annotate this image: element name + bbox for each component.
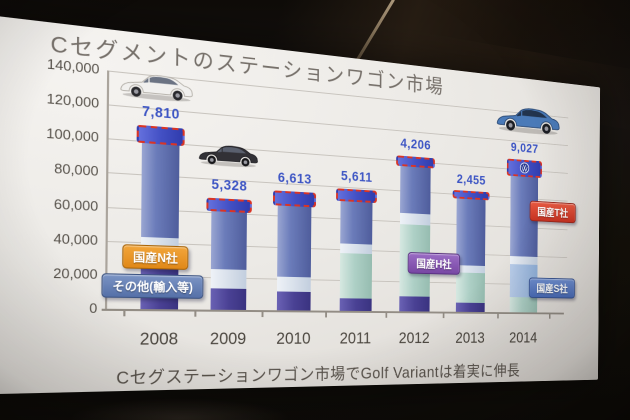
badge-n: 国産N社 bbox=[122, 244, 189, 270]
x-axis-tick bbox=[497, 313, 499, 319]
bar-segment-teal bbox=[509, 297, 538, 313]
y-axis-tick-label: 80,000 bbox=[54, 160, 99, 180]
x-axis-year-label: 2011 bbox=[339, 330, 372, 348]
vw-logo-icon bbox=[520, 162, 530, 174]
bar-value-label: 6,613 bbox=[277, 170, 312, 188]
bar-value-label: 9,027 bbox=[510, 140, 539, 156]
bar-segment-indigo bbox=[399, 296, 430, 312]
bar-segment-indigo bbox=[276, 291, 311, 311]
bar-value-label: 4,206 bbox=[400, 136, 432, 153]
ceiling-truss-line bbox=[352, 0, 395, 68]
x-axis-tick bbox=[325, 312, 327, 318]
y-axis-tick-label: 40,000 bbox=[53, 230, 98, 248]
x-axis-tick bbox=[442, 313, 444, 319]
badge-t: 国産T社 bbox=[529, 200, 576, 224]
bar-segment-band bbox=[277, 276, 311, 292]
x-axis-tick bbox=[194, 311, 196, 317]
golf-variant-highlight-segment bbox=[506, 158, 542, 178]
x-axis-year-label: 2014 bbox=[509, 330, 538, 347]
bar-value-label: 5,611 bbox=[340, 168, 373, 185]
x-axis-tick bbox=[385, 313, 387, 318]
bar-segment-band bbox=[456, 264, 486, 273]
y-axis-tick-label: 20,000 bbox=[53, 264, 98, 282]
bar-value-label: 5,328 bbox=[211, 176, 248, 195]
x-axis-tick bbox=[549, 314, 551, 319]
golf-variant-highlight-segment bbox=[206, 197, 252, 213]
bar-segment-blue bbox=[277, 205, 312, 278]
golf-variant-highlight-segment bbox=[136, 125, 185, 146]
x-axis-tick bbox=[123, 311, 125, 317]
chart-area: 140,000 120,000 100,000 80,000 60,000 40,000 2… bbox=[0, 10, 600, 395]
slide: Cセグメントのステーションワゴン市場 140,000 120,000 100,000… bbox=[0, 10, 601, 396]
bar-segment-blue bbox=[340, 200, 373, 245]
car-2014 bbox=[495, 102, 560, 137]
bar-segment-indigo bbox=[455, 302, 485, 312]
floor-glow bbox=[70, 398, 290, 420]
x-axis-year-label: 2013 bbox=[455, 330, 485, 347]
bar-segment-blue bbox=[210, 210, 247, 270]
y-axis-tick-label: 0 bbox=[89, 300, 98, 317]
x-axis-year-label: 2012 bbox=[398, 330, 430, 347]
bar-segment-band bbox=[510, 255, 538, 266]
golf-variant-highlight-segment bbox=[272, 190, 317, 208]
x-axis-year-label: 2010 bbox=[276, 330, 311, 348]
y-axis-tick-label: 120,000 bbox=[46, 90, 100, 112]
bar-value-label: 2,455 bbox=[456, 172, 486, 188]
y-axis-tick-label: 60,000 bbox=[53, 195, 99, 214]
bar-segment-indigo bbox=[210, 288, 247, 310]
car-2009 bbox=[198, 141, 259, 169]
bar-segment-blue bbox=[456, 198, 486, 266]
car-2008 bbox=[119, 68, 195, 103]
y-axis-tick-label: 100,000 bbox=[46, 125, 99, 146]
bar-segment-band bbox=[210, 268, 247, 290]
bar-segment-blue bbox=[141, 142, 180, 239]
bar-segment-band bbox=[340, 243, 373, 254]
bar-segment-blue bbox=[400, 165, 431, 215]
bar-segment-teal bbox=[455, 272, 485, 304]
bar-segment-teal bbox=[339, 252, 373, 299]
badge-h: 国産H社 bbox=[407, 252, 460, 275]
x-axis-tick bbox=[261, 312, 264, 318]
bar-segment-indigo bbox=[339, 298, 372, 312]
bar-segment-band bbox=[399, 212, 431, 226]
badge-other: その他(輸入等) bbox=[101, 273, 204, 299]
x-axis-year-label: 2008 bbox=[139, 329, 179, 349]
x-axis-year-label: 2009 bbox=[209, 329, 247, 349]
bar-value-label: 7,810 bbox=[141, 103, 180, 123]
badge-s: 国産S社 bbox=[528, 277, 576, 299]
golf-variant-highlight-segment bbox=[336, 188, 377, 203]
x-axis-line bbox=[101, 308, 564, 315]
